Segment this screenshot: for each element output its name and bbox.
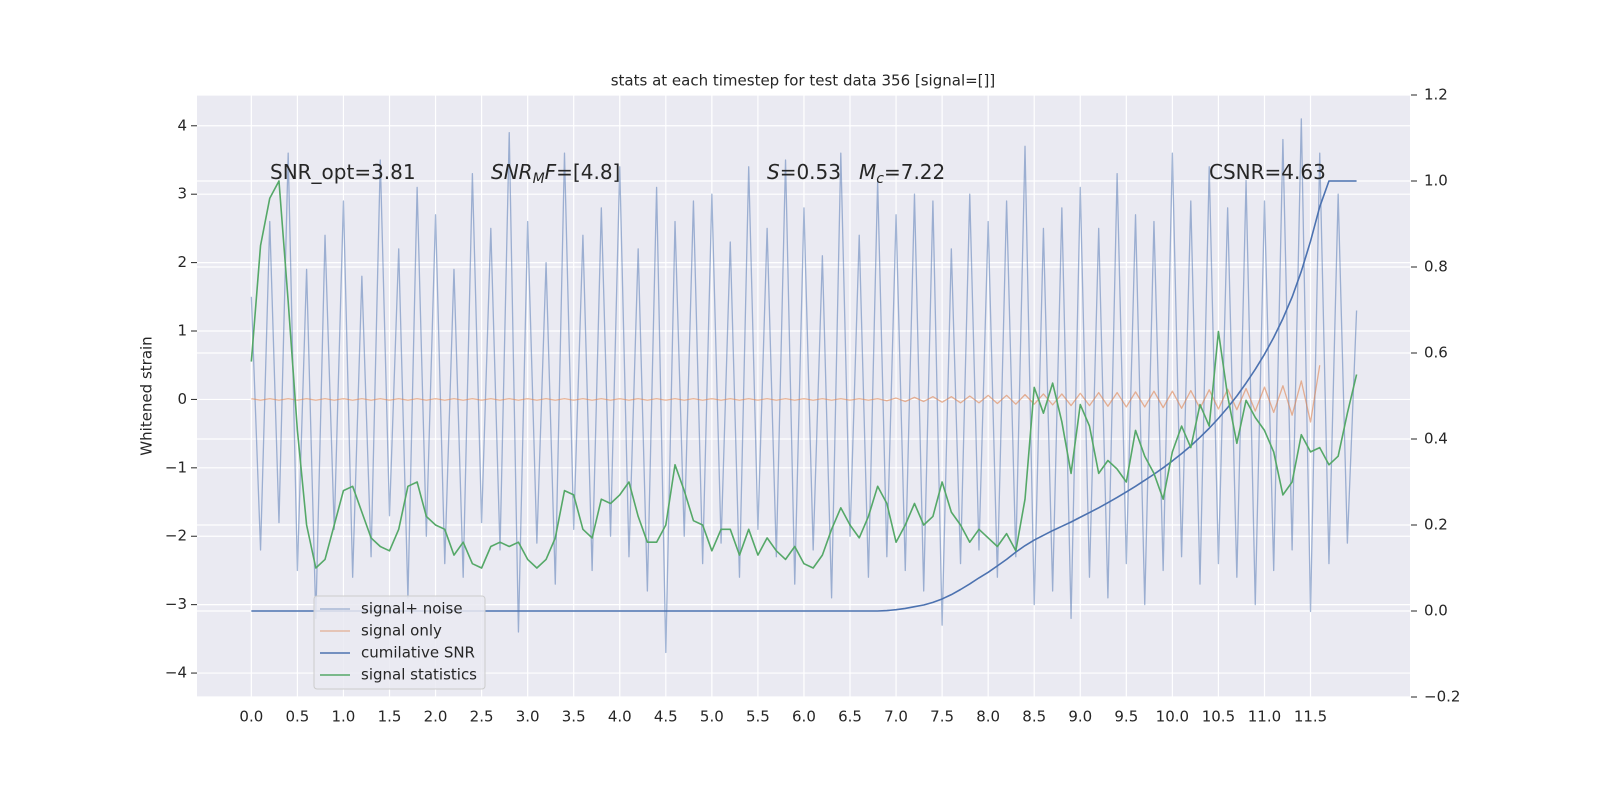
x-tick-label: 2.5 <box>470 708 494 726</box>
x-tick-label: 1.0 <box>332 708 356 726</box>
x-tick-label: 4.5 <box>654 708 678 726</box>
x-tick-label: 9.0 <box>1068 708 1092 726</box>
y2-tick-label: 1.0 <box>1424 172 1448 190</box>
annotation-text: SNR_opt=3.81 <box>270 160 416 184</box>
annotation: S=0.53 <box>767 160 841 184</box>
annotation-text: M <box>859 160 876 184</box>
x-tick-label: 0.0 <box>239 708 263 726</box>
series-line <box>251 365 1321 423</box>
y2-tick-label: 0.8 <box>1424 258 1448 276</box>
annotation: Mc=7.22 <box>859 160 945 188</box>
y2-tick-label: 0.0 <box>1424 602 1448 620</box>
grid <box>197 94 1410 698</box>
annotation-text: SNR <box>491 160 533 184</box>
x-tick-label: 10.5 <box>1202 708 1235 726</box>
chart-title: stats at each timestep for test data 356… <box>611 72 996 90</box>
legend-label: signal statistics <box>361 666 477 684</box>
x-tick-label: 11.5 <box>1294 708 1327 726</box>
annotation: SNR_opt=3.81 <box>270 160 416 184</box>
x-tick-label: 8.5 <box>1022 708 1046 726</box>
y-axis-label: Whitened strain <box>138 336 156 455</box>
y2-tick-label: 0.2 <box>1424 516 1448 534</box>
annotation: SNRMF=[4.8] <box>491 160 620 188</box>
y-tick-label: −4 <box>165 664 187 682</box>
annotation-text: =7.22 <box>884 160 945 184</box>
y2-tick-label: 0.6 <box>1424 344 1448 362</box>
legend: signal+ noise signal only cumilative SNR si… <box>313 595 486 690</box>
x-tick-label: 10.0 <box>1156 708 1189 726</box>
y-tick-label: 3 <box>177 185 187 203</box>
legend-label: signal only <box>361 622 442 640</box>
y-tick-label: −1 <box>165 458 187 476</box>
x-tick-label: 2.0 <box>424 708 448 726</box>
y-tick-label: 1 <box>177 322 187 340</box>
legend-box <box>313 595 486 690</box>
y2-tick-label: 1.2 <box>1424 86 1448 104</box>
y-tick-label: −2 <box>165 527 187 545</box>
annotation-text: c <box>876 171 884 187</box>
x-tick-label: 8.0 <box>976 708 1000 726</box>
x-tick-label: 11.0 <box>1248 708 1281 726</box>
y-tick-label: 4 <box>177 116 187 134</box>
legend-label: cumilative SNR <box>361 644 475 662</box>
x-tick-label: 6.0 <box>792 708 816 726</box>
x-tick-label: 4.0 <box>608 708 632 726</box>
x-tick-label: 5.5 <box>746 708 770 726</box>
annotation: CSNR=4.63 <box>1209 160 1326 184</box>
annotation-text: M <box>533 171 545 187</box>
x-tick-label: 7.5 <box>930 708 954 726</box>
x-tick-label: 9.5 <box>1114 708 1138 726</box>
y-tick-label: 0 <box>177 390 187 408</box>
x-tick-label: 3.5 <box>562 708 586 726</box>
x-tick-label: 0.5 <box>285 708 309 726</box>
series-line <box>250 180 1358 569</box>
annotation-text: F <box>545 160 557 184</box>
y2-tick-label: −0.2 <box>1424 688 1460 706</box>
y2-tick-label: 0.4 <box>1424 430 1448 448</box>
annotation-text: =[4.8] <box>556 160 620 184</box>
y-tick-label: 2 <box>177 253 187 271</box>
x-tick-label: 3.0 <box>516 708 540 726</box>
y-tick-label: −3 <box>165 595 187 613</box>
x-tick-label: 7.0 <box>884 708 908 726</box>
annotation-text: S <box>767 160 780 184</box>
x-tick-label: 1.5 <box>378 708 402 726</box>
annotation-text: =0.53 <box>780 160 841 184</box>
series-line <box>250 118 1358 654</box>
annotation-text: CSNR=4.63 <box>1209 160 1326 184</box>
legend-label: signal+ noise <box>361 600 463 618</box>
x-tick-label: 5.0 <box>700 708 724 726</box>
x-tick-label: 6.5 <box>838 708 862 726</box>
